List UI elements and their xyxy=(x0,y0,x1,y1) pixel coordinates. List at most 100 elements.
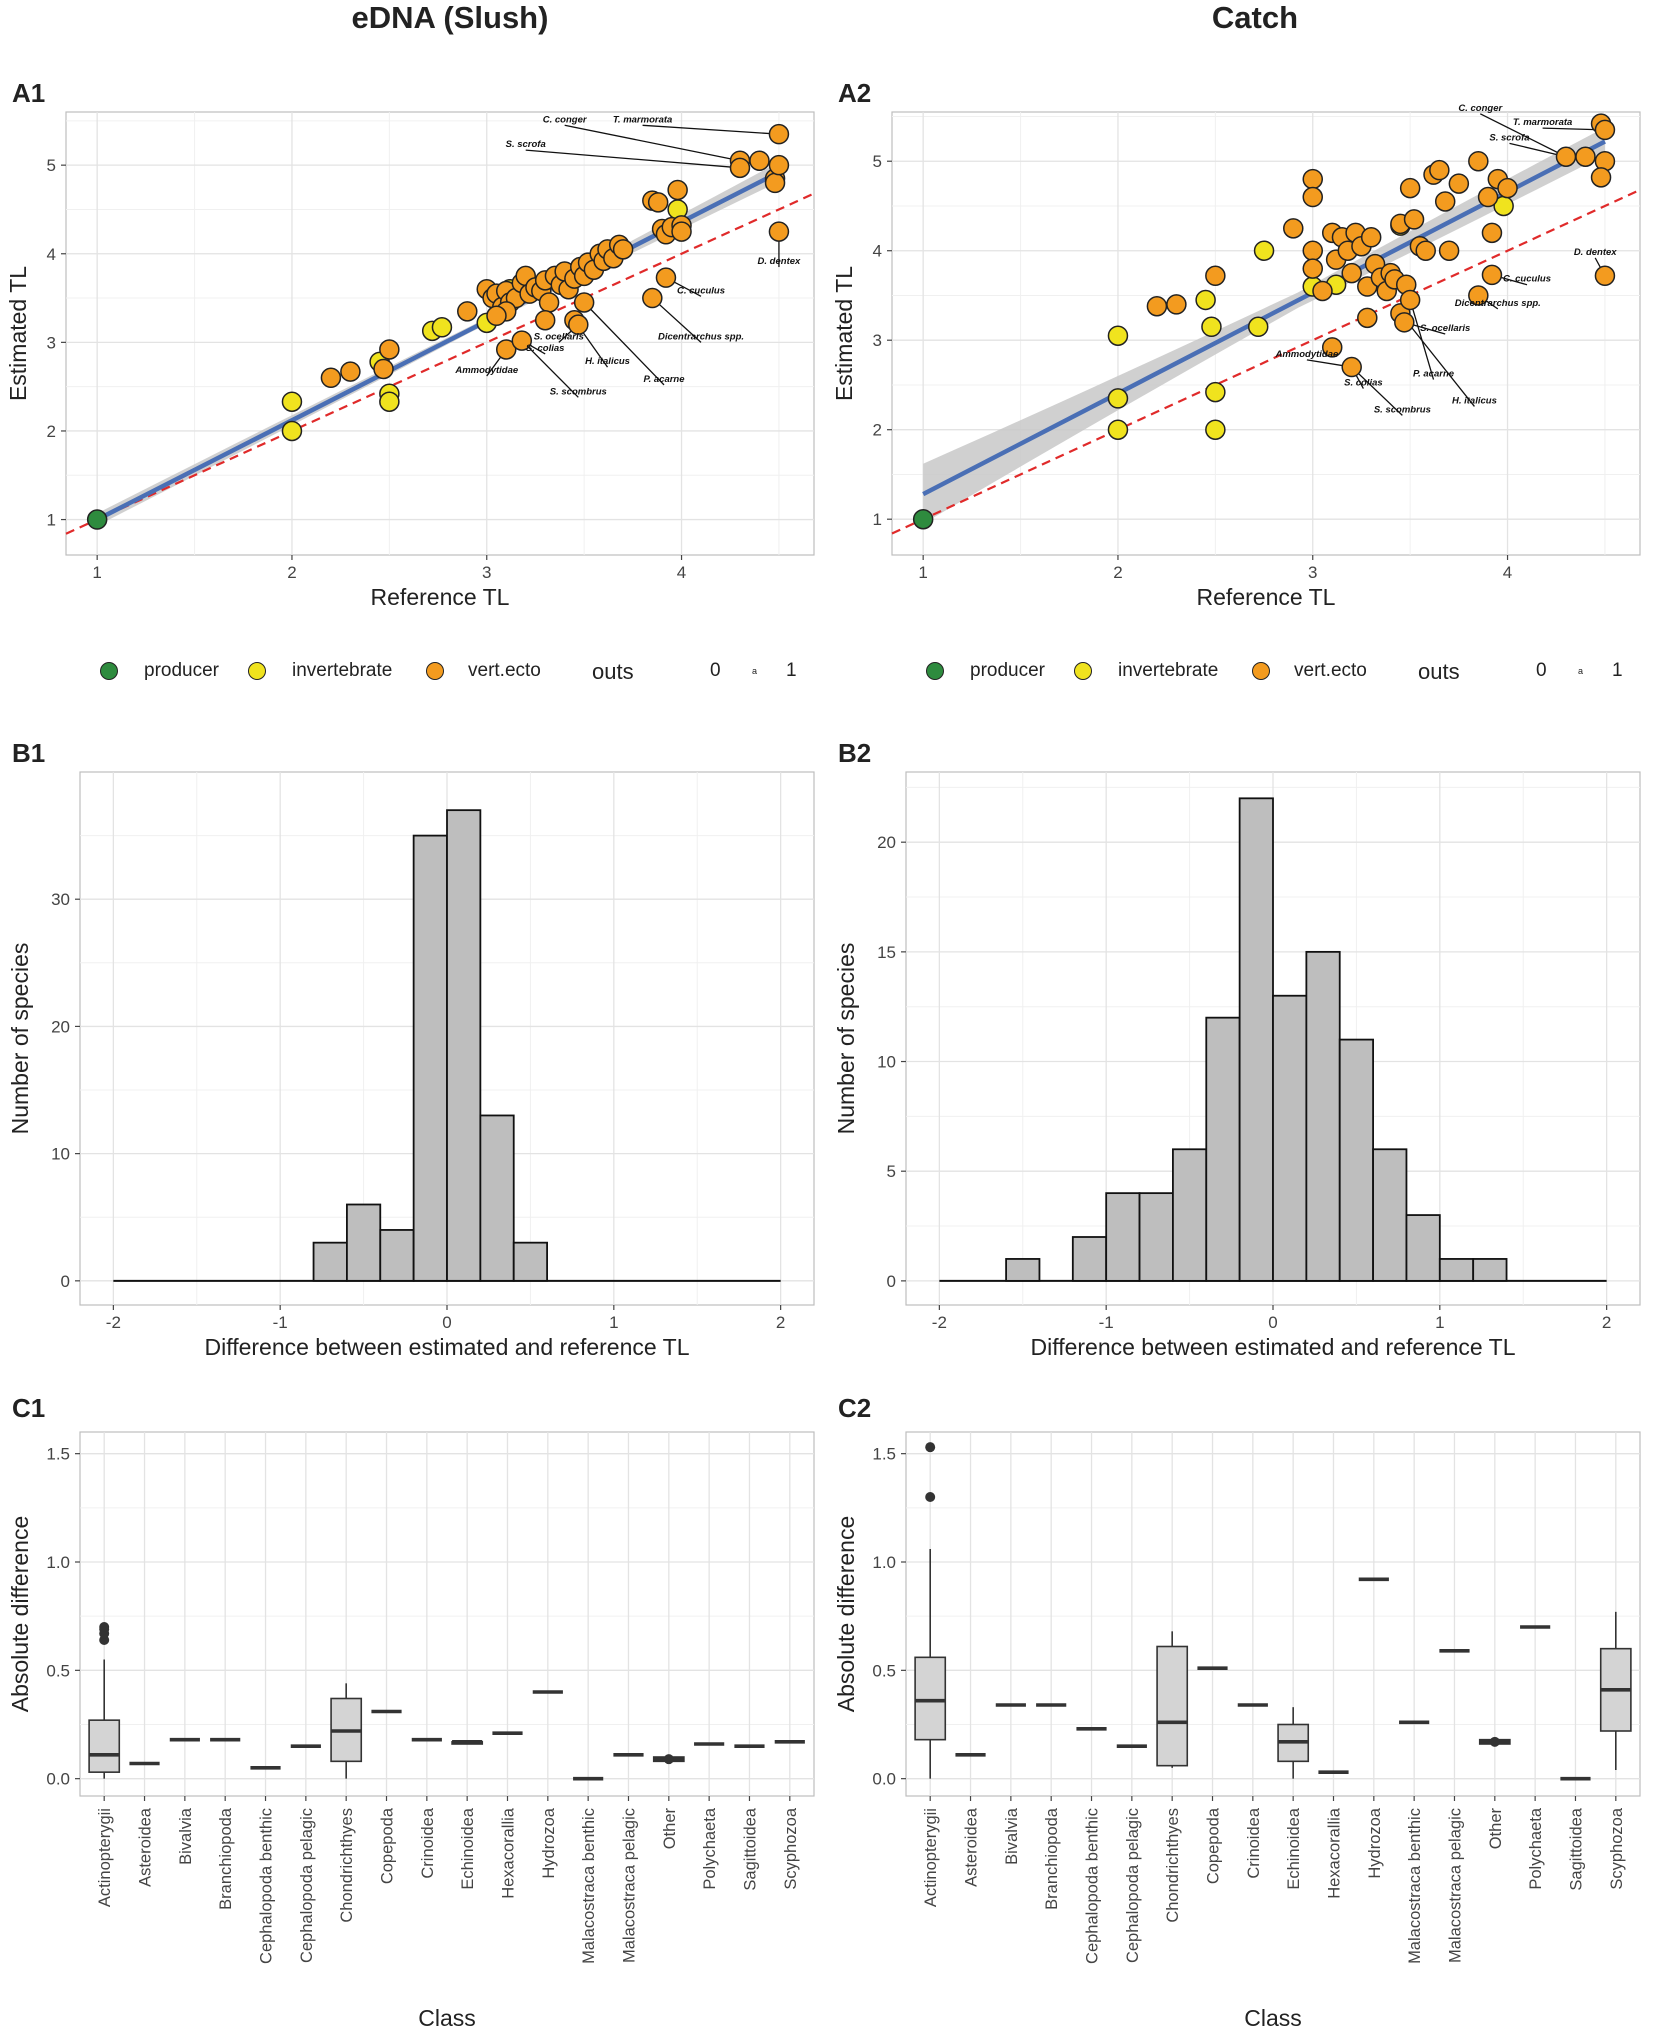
A2-x-axis-title: Reference TL xyxy=(1197,584,1336,610)
A1-point-vertecto xyxy=(768,123,790,145)
legend-invertebrate-swatch xyxy=(248,662,266,680)
A1-point-vertecto xyxy=(768,154,790,176)
A1-axes: C. conger T. marmorata S. scrofa D. dentex C… xyxy=(5,111,815,610)
A2-point-vertecto xyxy=(1166,294,1187,315)
C1-box-other xyxy=(652,1754,685,1765)
B1-x-tick-label: 0 xyxy=(442,1313,451,1332)
panel-label-b1: B1 xyxy=(12,738,46,768)
B2-histogram-bar xyxy=(1071,1236,1108,1282)
A2-annotation-label: P. acarne xyxy=(1413,369,1455,380)
B2-y-tick-label: 20 xyxy=(877,833,896,852)
C1-category-label: Hydrozoa xyxy=(540,1807,558,1878)
legend-vertecto-swatch xyxy=(426,662,444,680)
C2-category-label: Branchiopoda xyxy=(1043,1807,1061,1910)
A1-y-tick-label: 3 xyxy=(47,333,56,352)
C1-category-label: Bivalvia xyxy=(177,1807,195,1865)
B1-x-tick-label: 1 xyxy=(609,1313,618,1332)
A2-x-tick-label: 3 xyxy=(1308,563,1317,582)
A2-y-tick-label: 3 xyxy=(873,331,882,350)
C2-box-actinopterygii xyxy=(914,1442,947,1779)
A2-y-tick-label: 5 xyxy=(873,152,882,171)
C1-y-tick-label: 1.5 xyxy=(46,1445,70,1464)
B2-histogram-bar xyxy=(1438,1258,1475,1282)
C1-x-axis-title: Class xyxy=(418,2005,476,2031)
panel-label-b2: B2 xyxy=(838,738,872,768)
A1-annotation-label: S. colias xyxy=(526,343,565,354)
legend-a1: producer invertebrate vert.ecto outs 0 a… xyxy=(100,659,820,690)
A2-point-invertebrate xyxy=(1201,316,1222,338)
B1-histogram-bar xyxy=(512,1241,548,1282)
A1-y-tick-label: 4 xyxy=(47,245,56,264)
A1-annotation-label: S. ocellaris xyxy=(534,331,584,342)
A2-point-vertecto xyxy=(1594,119,1616,141)
B2-histogram-bar xyxy=(1205,1016,1241,1282)
C2-category-label: Cephalopoda pelagic xyxy=(1124,1808,1142,1963)
A1-point-vertecto xyxy=(340,361,361,382)
A1-point-vertecto xyxy=(667,179,688,201)
A1-point-invertebrate xyxy=(379,391,400,412)
A2-annotation-leader xyxy=(1351,366,1403,416)
A1-point-vertecto xyxy=(379,339,400,360)
A1-one-to-one-line xyxy=(65,192,815,535)
B1-y-tick-label: 30 xyxy=(51,890,70,909)
A1-point-vertecto xyxy=(495,339,517,360)
A2-annotation-label: S. scombrus xyxy=(1374,404,1431,415)
A1-point-vertecto xyxy=(457,301,478,322)
A1-annotation-leader xyxy=(525,149,741,169)
panel-label-c2: C2 xyxy=(838,1393,872,1423)
A1-x-tick-label: 3 xyxy=(482,563,491,582)
A2-x-tick-label: 2 xyxy=(1113,563,1122,582)
C2-category-label: Cephalopoda benthic xyxy=(1084,1808,1102,1964)
A1-point-vertecto xyxy=(511,330,533,351)
C1-outlier-point xyxy=(99,1622,110,1632)
A1-annotation-label: S. scombrus xyxy=(550,386,607,397)
A1-point-vertecto xyxy=(612,239,634,260)
A1-annotation-label: Ammodytidae xyxy=(454,365,519,376)
B2-y-tick-label: 5 xyxy=(887,1162,896,1181)
C1-category-label: Sagittoidea xyxy=(741,1807,759,1890)
C1-category-label: Echinoidea xyxy=(459,1807,477,1889)
C2-category-label: Polychaeta xyxy=(1527,1807,1545,1889)
A1-annotation-leader xyxy=(521,340,579,398)
legend-vertecto-label: vert.ecto xyxy=(1294,660,1367,681)
A1-point-vertecto xyxy=(534,309,556,331)
B2-histogram-bar xyxy=(1138,1192,1174,1282)
B2-histogram-bar xyxy=(1472,1258,1508,1282)
C2-category-label: Malacostraca benthic xyxy=(1406,1808,1424,1964)
legend-size-value-1: 1 xyxy=(786,660,797,681)
C2-category-label: Malacostraca pelagic xyxy=(1446,1808,1464,1963)
A2-point-vertecto xyxy=(1312,280,1333,302)
B2-histogram-bar xyxy=(1105,1192,1141,1282)
A1-annotation-label: Dicentrarchus spp. xyxy=(658,331,744,342)
A2-point-vertecto xyxy=(1468,150,1489,172)
A2-point-vertecto xyxy=(1357,307,1378,329)
C1-category-label: Polychaeta xyxy=(701,1807,719,1889)
A2-point-vertecto xyxy=(1302,258,1323,279)
C2-box-iqr xyxy=(914,1656,947,1741)
A2-y-tick-label: 1 xyxy=(873,510,882,529)
A2-annotation-label: D. dentex xyxy=(1574,247,1617,258)
C2-category-label: Copepoda xyxy=(1205,1807,1223,1884)
A1-annotation-label: P. acarne xyxy=(643,374,685,385)
C2-box-other xyxy=(1478,1736,1511,1747)
A2-point-vertecto xyxy=(1594,265,1616,287)
B2-histogram-bar xyxy=(1372,1148,1408,1282)
column-title-edna: eDNA (Slush) xyxy=(351,0,549,35)
A2-point-vertecto xyxy=(1205,265,1226,287)
A2-point-vertecto xyxy=(1399,289,1421,311)
C2-y-tick-label: 1.5 xyxy=(872,1445,896,1464)
B1-histogram-bar xyxy=(479,1114,515,1282)
A1-point-vertecto xyxy=(642,287,663,309)
legend-producer-swatch xyxy=(100,662,118,680)
A1-y-tick-label: 1 xyxy=(47,511,56,530)
A1-y-axis-title: Estimated TL xyxy=(5,266,31,401)
A1-annotation-label: T. marmorata xyxy=(613,114,672,125)
A1-x-axis-title: Reference TL xyxy=(371,584,510,610)
A2-point-vertecto xyxy=(1302,240,1323,261)
panel-label-a1: A1 xyxy=(12,78,46,108)
B1-histogram-bar xyxy=(312,1241,348,1282)
C1-category-label: Other xyxy=(661,1808,679,1850)
C1-box-actinopterygii xyxy=(88,1622,121,1779)
B2-x-tick-label: 0 xyxy=(1268,1313,1277,1332)
A2-point-vertecto xyxy=(1403,209,1425,230)
